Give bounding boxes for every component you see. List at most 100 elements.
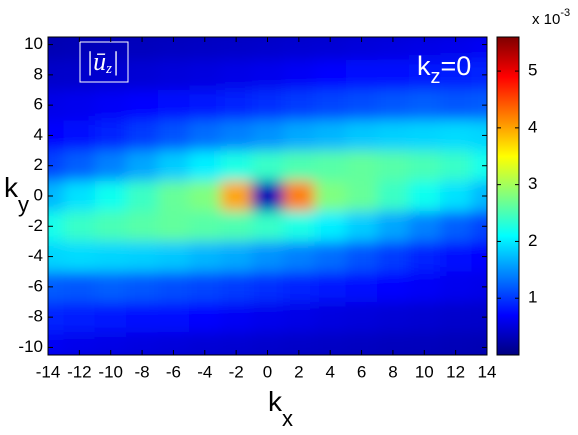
heatmap-cell bbox=[345, 120, 378, 152]
heatmap-cell bbox=[189, 241, 221, 273]
heatmap-cell bbox=[63, 271, 96, 303]
heatmap-cell bbox=[48, 271, 65, 303]
annotation-main: k bbox=[417, 51, 431, 81]
y-label-sub: y bbox=[18, 192, 29, 217]
colorbar-tick-label: 2 bbox=[528, 231, 537, 250]
heatmap-cell bbox=[220, 332, 253, 355]
heatmap-cell bbox=[251, 120, 284, 152]
heatmap-cell bbox=[283, 120, 316, 152]
heatmap-cell bbox=[220, 211, 253, 242]
x-tick-label: -10 bbox=[98, 362, 123, 381]
heatmap-cell bbox=[377, 120, 410, 152]
heatmap-cell bbox=[95, 271, 127, 303]
heatmap-cell bbox=[251, 271, 284, 303]
heatmap-cell bbox=[189, 211, 221, 242]
heatmap-cell bbox=[126, 150, 159, 182]
heatmap-cell bbox=[345, 180, 378, 212]
heatmap-cell bbox=[63, 211, 96, 242]
x-tick-label: 10 bbox=[415, 362, 434, 381]
colorbar-tick-label: 4 bbox=[528, 117, 537, 136]
heatmap-cell bbox=[251, 90, 284, 121]
heatmap-cell bbox=[283, 241, 316, 273]
heatmap-cell bbox=[439, 332, 472, 355]
x-tick-label: -4 bbox=[197, 362, 212, 381]
title-sub: z bbox=[105, 61, 112, 77]
heatmap-cell bbox=[408, 302, 441, 333]
heatmap-cell bbox=[95, 150, 127, 182]
heatmap-cell bbox=[63, 332, 96, 355]
heatmap-cell bbox=[314, 120, 347, 152]
heatmap-cell bbox=[345, 211, 378, 242]
heatmap-cell bbox=[63, 180, 96, 212]
heatmap-cell bbox=[314, 271, 347, 303]
heatmap-cell bbox=[345, 150, 378, 182]
heatmap-cell bbox=[63, 241, 96, 273]
heatmap-cell bbox=[48, 211, 65, 242]
heatmap-cell bbox=[377, 37, 410, 61]
heatmap-cell bbox=[220, 302, 253, 333]
heatmap-cell bbox=[157, 59, 190, 91]
heatmap-cell bbox=[189, 90, 221, 121]
heatmap-cell bbox=[283, 302, 316, 333]
x-tick-label: 0 bbox=[263, 362, 272, 381]
heatmap-cell bbox=[439, 180, 472, 212]
heatmap-cell bbox=[345, 271, 378, 303]
heatmap-cell bbox=[377, 241, 410, 273]
heatmap-cell bbox=[251, 211, 284, 242]
heatmap-cell bbox=[63, 150, 96, 182]
heatmap-cell bbox=[345, 302, 378, 333]
heatmap-cell bbox=[471, 271, 487, 303]
heatmap-cell bbox=[283, 271, 316, 303]
heatmap-cell bbox=[408, 90, 441, 121]
heatmap-cell bbox=[157, 37, 190, 61]
heatmap-cell bbox=[345, 37, 378, 61]
annotation-rest: =0 bbox=[441, 51, 472, 81]
heatmap-cell bbox=[408, 150, 441, 182]
heatmap-cell bbox=[126, 37, 159, 61]
heatmap-cell bbox=[471, 241, 487, 273]
y-tick-label: -8 bbox=[28, 307, 43, 326]
heatmap-cell bbox=[63, 90, 96, 121]
heatmap-cell bbox=[126, 90, 159, 121]
heatmap-cell bbox=[220, 59, 253, 91]
x-tick-label: 4 bbox=[325, 362, 334, 381]
heatmap-cell bbox=[63, 120, 96, 152]
heatmap-cell bbox=[220, 120, 253, 152]
colorbar-multiplier-main: x 10 bbox=[532, 11, 560, 28]
heatmap-cell bbox=[314, 90, 347, 121]
colorbar-tick-label: 3 bbox=[528, 174, 537, 193]
heatmap-cell bbox=[408, 241, 441, 273]
y-tick-label: 2 bbox=[34, 155, 43, 174]
x-label-main: k bbox=[268, 386, 283, 417]
heatmap-cell bbox=[95, 37, 127, 61]
y-tick-label: 4 bbox=[34, 125, 43, 144]
heatmap-cell bbox=[283, 37, 316, 61]
heatmap-cell bbox=[157, 332, 190, 355]
heatmap-cell bbox=[48, 241, 65, 273]
heatmap-cell bbox=[251, 332, 284, 355]
heatmap-cell bbox=[314, 302, 347, 333]
heatmap-cell bbox=[220, 150, 253, 182]
heatmap-cell bbox=[439, 302, 472, 333]
heatmap-cell bbox=[439, 90, 472, 121]
x-tick-label: 2 bbox=[294, 362, 303, 381]
heatmap-cell bbox=[251, 180, 284, 212]
heatmap-cell bbox=[345, 59, 378, 91]
plot-area bbox=[48, 37, 487, 355]
heatmap-cell bbox=[126, 120, 159, 152]
heatmap-cell bbox=[220, 37, 253, 61]
heatmap-cell bbox=[251, 241, 284, 273]
title-main: |ū bbox=[86, 47, 106, 76]
heatmap-cell bbox=[408, 332, 441, 355]
heatmap-cell bbox=[314, 59, 347, 91]
heatmap-cell bbox=[377, 302, 410, 333]
heatmap-cell bbox=[439, 120, 472, 152]
heatmap-cell bbox=[251, 150, 284, 182]
heatmap-cell bbox=[377, 150, 410, 182]
title-end: | bbox=[112, 47, 119, 76]
heatmap-cell bbox=[126, 271, 159, 303]
heatmap-cell bbox=[471, 120, 487, 152]
heatmap-cell bbox=[283, 332, 316, 355]
heatmap-cell bbox=[95, 90, 127, 121]
